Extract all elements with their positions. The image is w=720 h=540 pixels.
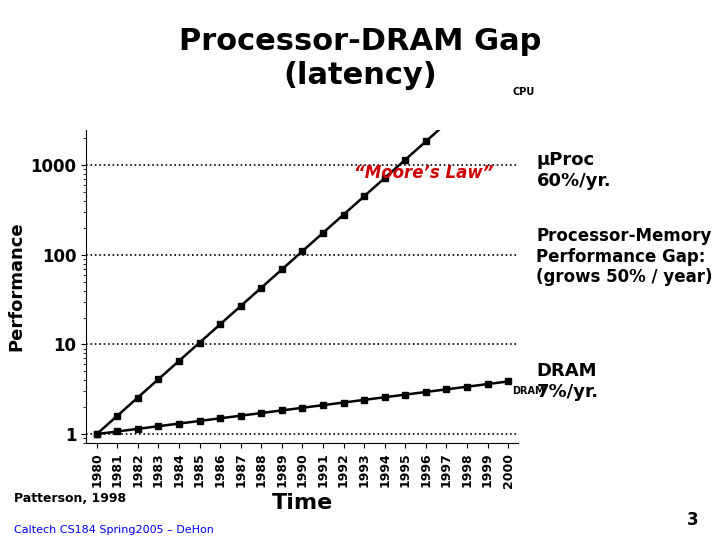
- Text: Caltech CS184 Spring2005 – DeHon: Caltech CS184 Spring2005 – DeHon: [14, 524, 215, 535]
- Text: DRAM
7%/yr.: DRAM 7%/yr.: [536, 362, 598, 401]
- Text: CPU: CPU: [512, 86, 534, 97]
- Y-axis label: Performance: Performance: [7, 221, 25, 351]
- X-axis label: Time: Time: [271, 493, 333, 513]
- Text: μProc
60%/yr.: μProc 60%/yr.: [536, 151, 611, 190]
- Text: “Moore’s Law”: “Moore’s Law”: [354, 164, 493, 182]
- Text: DRAM: DRAM: [512, 386, 545, 396]
- Text: Processor-Memory
Performance Gap:
(grows 50% / year): Processor-Memory Performance Gap: (grows…: [536, 227, 713, 286]
- Text: Patterson, 1998: Patterson, 1998: [14, 492, 127, 505]
- Text: Processor-DRAM Gap
(latency): Processor-DRAM Gap (latency): [179, 27, 541, 90]
- Text: 3: 3: [687, 511, 698, 529]
